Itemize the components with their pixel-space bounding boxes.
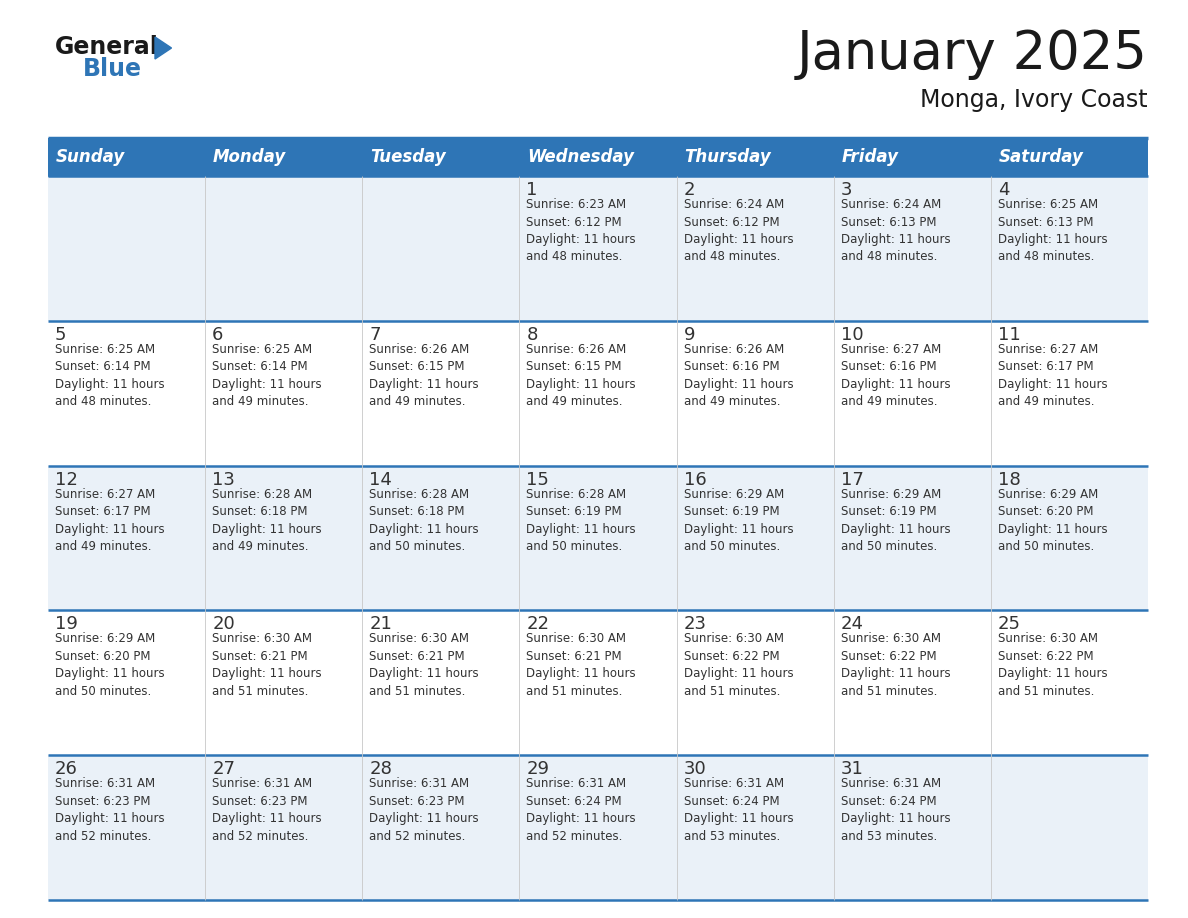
Text: 31: 31 <box>841 760 864 778</box>
Text: Saturday: Saturday <box>999 148 1083 166</box>
Text: Sunrise: 6:23 AM
Sunset: 6:12 PM
Daylight: 11 hours
and 48 minutes.: Sunrise: 6:23 AM Sunset: 6:12 PM Dayligh… <box>526 198 636 263</box>
Text: 10: 10 <box>841 326 864 344</box>
Bar <box>834 138 991 176</box>
Text: Sunrise: 6:28 AM
Sunset: 6:18 PM
Daylight: 11 hours
and 50 minutes.: Sunrise: 6:28 AM Sunset: 6:18 PM Dayligh… <box>369 487 479 554</box>
Text: Blue: Blue <box>83 57 143 81</box>
Text: General: General <box>55 35 159 59</box>
Text: Sunrise: 6:27 AM
Sunset: 6:16 PM
Daylight: 11 hours
and 49 minutes.: Sunrise: 6:27 AM Sunset: 6:16 PM Dayligh… <box>841 342 950 409</box>
Text: Wednesday: Wednesday <box>527 148 634 166</box>
Text: 28: 28 <box>369 760 392 778</box>
Text: 2: 2 <box>683 181 695 199</box>
Bar <box>48 756 1148 900</box>
Text: 7: 7 <box>369 326 381 344</box>
Text: Sunrise: 6:30 AM
Sunset: 6:22 PM
Daylight: 11 hours
and 51 minutes.: Sunrise: 6:30 AM Sunset: 6:22 PM Dayligh… <box>998 633 1107 698</box>
Text: Tuesday: Tuesday <box>371 148 446 166</box>
Text: Sunrise: 6:31 AM
Sunset: 6:24 PM
Daylight: 11 hours
and 53 minutes.: Sunrise: 6:31 AM Sunset: 6:24 PM Dayligh… <box>683 778 794 843</box>
Text: 16: 16 <box>683 471 707 488</box>
Text: 29: 29 <box>526 760 549 778</box>
Text: Sunrise: 6:25 AM
Sunset: 6:14 PM
Daylight: 11 hours
and 49 minutes.: Sunrise: 6:25 AM Sunset: 6:14 PM Dayligh… <box>213 342 322 409</box>
Text: 3: 3 <box>841 181 852 199</box>
Text: Sunrise: 6:24 AM
Sunset: 6:12 PM
Daylight: 11 hours
and 48 minutes.: Sunrise: 6:24 AM Sunset: 6:12 PM Dayligh… <box>683 198 794 263</box>
Text: Sunrise: 6:30 AM
Sunset: 6:21 PM
Daylight: 11 hours
and 51 minutes.: Sunrise: 6:30 AM Sunset: 6:21 PM Dayligh… <box>213 633 322 698</box>
Text: 14: 14 <box>369 471 392 488</box>
Bar <box>362 138 519 176</box>
Text: 8: 8 <box>526 326 538 344</box>
Bar <box>48 320 1148 465</box>
Text: 5: 5 <box>55 326 67 344</box>
Text: 21: 21 <box>369 615 392 633</box>
Text: Sunrise: 6:31 AM
Sunset: 6:23 PM
Daylight: 11 hours
and 52 minutes.: Sunrise: 6:31 AM Sunset: 6:23 PM Dayligh… <box>55 778 165 843</box>
Text: 19: 19 <box>55 615 78 633</box>
Text: 30: 30 <box>683 760 707 778</box>
Text: Sunrise: 6:29 AM
Sunset: 6:19 PM
Daylight: 11 hours
and 50 minutes.: Sunrise: 6:29 AM Sunset: 6:19 PM Dayligh… <box>683 487 794 554</box>
Text: Sunrise: 6:31 AM
Sunset: 6:24 PM
Daylight: 11 hours
and 53 minutes.: Sunrise: 6:31 AM Sunset: 6:24 PM Dayligh… <box>841 778 950 843</box>
Bar <box>519 138 677 176</box>
Text: Sunrise: 6:27 AM
Sunset: 6:17 PM
Daylight: 11 hours
and 49 minutes.: Sunrise: 6:27 AM Sunset: 6:17 PM Dayligh… <box>998 342 1107 409</box>
Text: 18: 18 <box>998 471 1020 488</box>
Bar <box>48 138 206 176</box>
Bar <box>48 176 1148 320</box>
Bar <box>48 610 1148 756</box>
Text: 20: 20 <box>213 615 235 633</box>
Text: 6: 6 <box>213 326 223 344</box>
Text: 26: 26 <box>55 760 78 778</box>
Text: 4: 4 <box>998 181 1010 199</box>
Text: Sunrise: 6:26 AM
Sunset: 6:15 PM
Daylight: 11 hours
and 49 minutes.: Sunrise: 6:26 AM Sunset: 6:15 PM Dayligh… <box>526 342 636 409</box>
Text: 23: 23 <box>683 615 707 633</box>
Text: Sunrise: 6:26 AM
Sunset: 6:15 PM
Daylight: 11 hours
and 49 minutes.: Sunrise: 6:26 AM Sunset: 6:15 PM Dayligh… <box>369 342 479 409</box>
Text: Thursday: Thursday <box>684 148 771 166</box>
Text: Sunday: Sunday <box>56 148 125 166</box>
Text: Sunrise: 6:29 AM
Sunset: 6:20 PM
Daylight: 11 hours
and 50 minutes.: Sunrise: 6:29 AM Sunset: 6:20 PM Dayligh… <box>998 487 1107 554</box>
Text: 1: 1 <box>526 181 538 199</box>
Text: 17: 17 <box>841 471 864 488</box>
Text: Sunrise: 6:31 AM
Sunset: 6:23 PM
Daylight: 11 hours
and 52 minutes.: Sunrise: 6:31 AM Sunset: 6:23 PM Dayligh… <box>213 778 322 843</box>
Text: 24: 24 <box>841 615 864 633</box>
Text: 9: 9 <box>683 326 695 344</box>
Text: 27: 27 <box>213 760 235 778</box>
Text: Sunrise: 6:30 AM
Sunset: 6:22 PM
Daylight: 11 hours
and 51 minutes.: Sunrise: 6:30 AM Sunset: 6:22 PM Dayligh… <box>841 633 950 698</box>
Bar <box>48 465 1148 610</box>
Text: Sunrise: 6:24 AM
Sunset: 6:13 PM
Daylight: 11 hours
and 48 minutes.: Sunrise: 6:24 AM Sunset: 6:13 PM Dayligh… <box>841 198 950 263</box>
Text: Monga, Ivory Coast: Monga, Ivory Coast <box>921 88 1148 112</box>
Text: Sunrise: 6:25 AM
Sunset: 6:14 PM
Daylight: 11 hours
and 48 minutes.: Sunrise: 6:25 AM Sunset: 6:14 PM Dayligh… <box>55 342 165 409</box>
Text: January 2025: January 2025 <box>797 28 1148 80</box>
Text: Sunrise: 6:28 AM
Sunset: 6:18 PM
Daylight: 11 hours
and 49 minutes.: Sunrise: 6:28 AM Sunset: 6:18 PM Dayligh… <box>213 487 322 554</box>
Text: 12: 12 <box>55 471 78 488</box>
Bar <box>206 138 362 176</box>
Bar <box>677 138 834 176</box>
Text: Sunrise: 6:30 AM
Sunset: 6:21 PM
Daylight: 11 hours
and 51 minutes.: Sunrise: 6:30 AM Sunset: 6:21 PM Dayligh… <box>526 633 636 698</box>
Text: Sunrise: 6:31 AM
Sunset: 6:24 PM
Daylight: 11 hours
and 52 minutes.: Sunrise: 6:31 AM Sunset: 6:24 PM Dayligh… <box>526 778 636 843</box>
Text: 15: 15 <box>526 471 549 488</box>
Text: Sunrise: 6:25 AM
Sunset: 6:13 PM
Daylight: 11 hours
and 48 minutes.: Sunrise: 6:25 AM Sunset: 6:13 PM Dayligh… <box>998 198 1107 263</box>
Text: Sunrise: 6:30 AM
Sunset: 6:21 PM
Daylight: 11 hours
and 51 minutes.: Sunrise: 6:30 AM Sunset: 6:21 PM Dayligh… <box>369 633 479 698</box>
Text: Sunrise: 6:29 AM
Sunset: 6:20 PM
Daylight: 11 hours
and 50 minutes.: Sunrise: 6:29 AM Sunset: 6:20 PM Dayligh… <box>55 633 165 698</box>
Text: 13: 13 <box>213 471 235 488</box>
Text: 25: 25 <box>998 615 1020 633</box>
Text: Sunrise: 6:26 AM
Sunset: 6:16 PM
Daylight: 11 hours
and 49 minutes.: Sunrise: 6:26 AM Sunset: 6:16 PM Dayligh… <box>683 342 794 409</box>
Text: Sunrise: 6:31 AM
Sunset: 6:23 PM
Daylight: 11 hours
and 52 minutes.: Sunrise: 6:31 AM Sunset: 6:23 PM Dayligh… <box>369 778 479 843</box>
Text: Friday: Friday <box>842 148 898 166</box>
Polygon shape <box>154 37 171 59</box>
Bar <box>991 138 1148 176</box>
Text: Sunrise: 6:27 AM
Sunset: 6:17 PM
Daylight: 11 hours
and 49 minutes.: Sunrise: 6:27 AM Sunset: 6:17 PM Dayligh… <box>55 487 165 554</box>
Text: 11: 11 <box>998 326 1020 344</box>
Text: Sunrise: 6:29 AM
Sunset: 6:19 PM
Daylight: 11 hours
and 50 minutes.: Sunrise: 6:29 AM Sunset: 6:19 PM Dayligh… <box>841 487 950 554</box>
Text: 22: 22 <box>526 615 549 633</box>
Text: Monday: Monday <box>213 148 286 166</box>
Text: Sunrise: 6:30 AM
Sunset: 6:22 PM
Daylight: 11 hours
and 51 minutes.: Sunrise: 6:30 AM Sunset: 6:22 PM Dayligh… <box>683 633 794 698</box>
Text: Sunrise: 6:28 AM
Sunset: 6:19 PM
Daylight: 11 hours
and 50 minutes.: Sunrise: 6:28 AM Sunset: 6:19 PM Dayligh… <box>526 487 636 554</box>
